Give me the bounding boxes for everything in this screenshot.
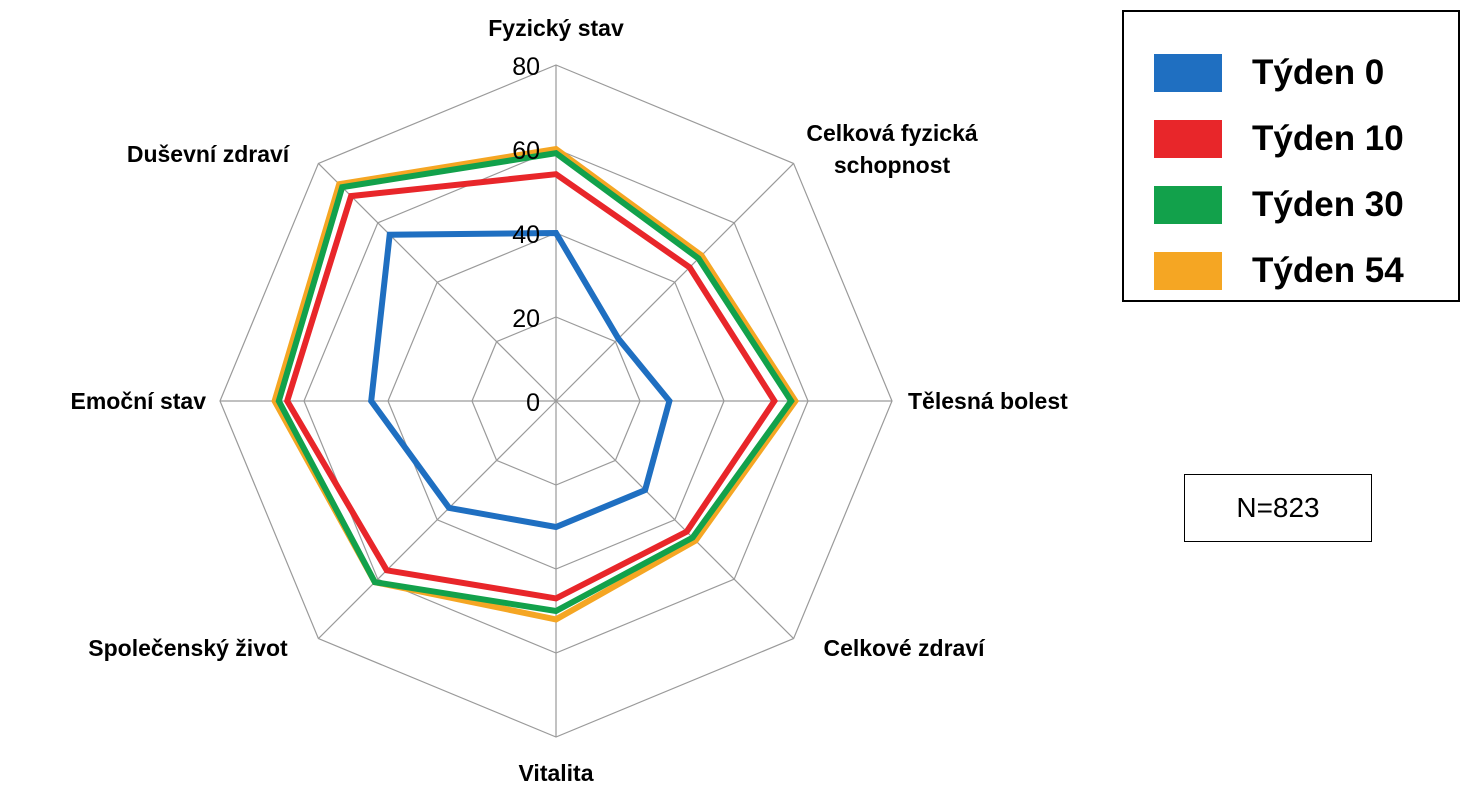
- axis-label: Celková fyzická: [806, 120, 978, 146]
- axis-label: Fyzický stav: [488, 15, 624, 41]
- grid-spoke: [555, 162, 795, 402]
- series-line-t-den-10: [283, 171, 778, 602]
- axis-label: Emoční stav: [71, 388, 207, 414]
- legend-entry-tyden-30: Týden 30: [1154, 184, 1404, 226]
- legend-swatch: [1154, 54, 1222, 92]
- radar-series: [271, 145, 800, 623]
- axis-labels: Fyzický stav Celková fyzická schopnost Těle…: [71, 15, 1069, 786]
- axis-label: Vitalita: [519, 760, 594, 786]
- legend-label: Týden 10: [1252, 119, 1404, 158]
- legend: Týden 0 Týden 10 Týden 30 Týden 54: [1122, 10, 1460, 302]
- tick-label: 80: [512, 53, 540, 81]
- tick-label: 0: [526, 389, 540, 417]
- grid-spoke: [317, 162, 557, 402]
- series-line-t-den-54: [271, 145, 800, 623]
- axis-label: schopnost: [834, 152, 951, 178]
- legend-entry-tyden-0: Týden 0: [1154, 52, 1384, 94]
- legend-swatch: [1154, 186, 1222, 224]
- grid-spoke: [317, 400, 557, 640]
- axis-label: Duševní zdraví: [127, 141, 291, 167]
- legend-swatch: [1154, 252, 1222, 290]
- axis-label: Tělesná bolest: [908, 388, 1068, 414]
- tick-label: 20: [512, 305, 540, 333]
- series-line-t-den-30: [275, 150, 795, 615]
- axis-label: Celkové zdraví: [823, 635, 986, 661]
- legend-swatch: [1154, 120, 1222, 158]
- tick-label: 60: [512, 137, 540, 165]
- sample-size-annotation: N=823: [1184, 474, 1372, 542]
- legend-label: Týden 54: [1252, 251, 1404, 290]
- legend-entry-tyden-54: Týden 54: [1154, 250, 1404, 292]
- series-line-t-den-0: [368, 229, 673, 531]
- tick-label: 40: [512, 221, 540, 249]
- legend-label: Týden 30: [1252, 185, 1404, 224]
- radial-tick-labels: 0 20 40 60 80: [512, 53, 540, 417]
- legend-entry-tyden-10: Týden 10: [1154, 118, 1404, 160]
- legend-label: Týden 0: [1252, 53, 1385, 92]
- grid-spoke: [555, 400, 795, 640]
- axis-label: Společenský život: [88, 635, 288, 661]
